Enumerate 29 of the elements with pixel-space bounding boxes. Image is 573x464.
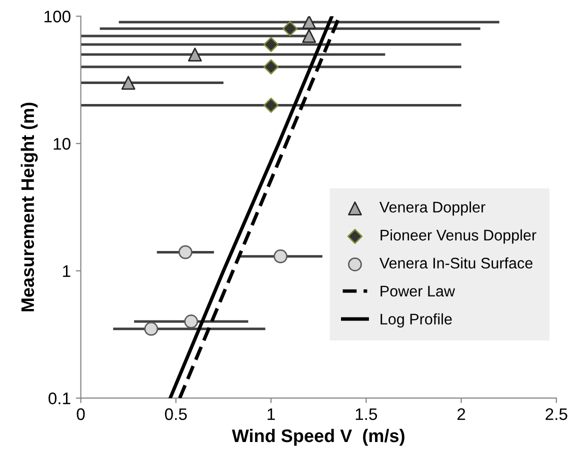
point [263,98,279,113]
point [302,16,316,30]
point [274,249,288,264]
point [282,21,298,36]
point [188,48,202,62]
point [302,29,316,43]
point [263,36,279,52]
x-tick-label: 0 [76,408,85,420]
y-tick-label: 0.1 [48,392,70,404]
legend-label: Log Profile [380,313,452,328]
x-axis-title: Wind Speed V (m/s) [232,428,404,446]
legend-label: Pioneer Venus Doppler [380,229,536,244]
legend-label: Venera Doppler [379,201,486,216]
x-tick-label: 2.5 [546,408,568,420]
x-tick-label: 1 [268,408,275,420]
y-tick-label: 100 [44,10,70,22]
point [121,76,136,90]
y-tick-label: 10 [54,138,70,150]
legend-label: Power Law [380,286,456,297]
y-tick-label: 1 [63,265,70,277]
point [178,245,192,260]
legend-label: Venera In-Situ Surface [379,257,532,269]
point [263,59,279,74]
x-tick-label: 1.5 [356,408,378,420]
point [184,314,198,328]
x-tick-label: 2 [457,408,466,420]
point [144,322,158,336]
x-tick-label: 0.5 [164,408,187,420]
y-axis-title: Measurement Height (m) [20,102,38,312]
